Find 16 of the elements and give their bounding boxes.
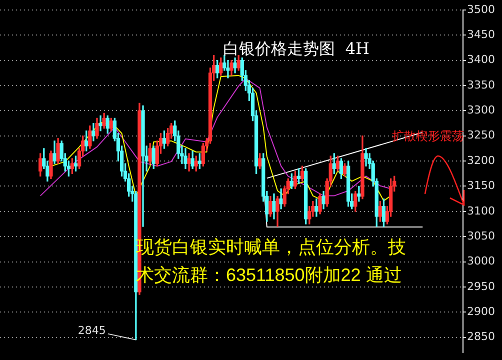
y-tick-label: 3300 [467, 104, 495, 117]
y-tick-label: 3200 [467, 154, 495, 167]
y-tick-label: 3400 [467, 53, 495, 66]
y-tick-label: 3350 [467, 78, 495, 92]
annotation: 2845 [78, 324, 106, 338]
y-tick-label: 3050 [467, 229, 495, 242]
y-tick-label: 3000 [467, 254, 495, 268]
y-tick-label: 2900 [467, 304, 495, 318]
y-tick-label: 3250 [467, 128, 495, 142]
y-tick-label: 2950 [467, 280, 495, 293]
y-tick-label: 3100 [467, 204, 495, 218]
y-tick-label: 3450 [467, 28, 495, 42]
y-tick-label: 3500 [467, 2, 495, 16]
y-tick-label: 2850 [467, 330, 495, 344]
text: 白银价格走势图 4H [223, 39, 370, 58]
y-tick-label: 3150 [467, 179, 495, 192]
